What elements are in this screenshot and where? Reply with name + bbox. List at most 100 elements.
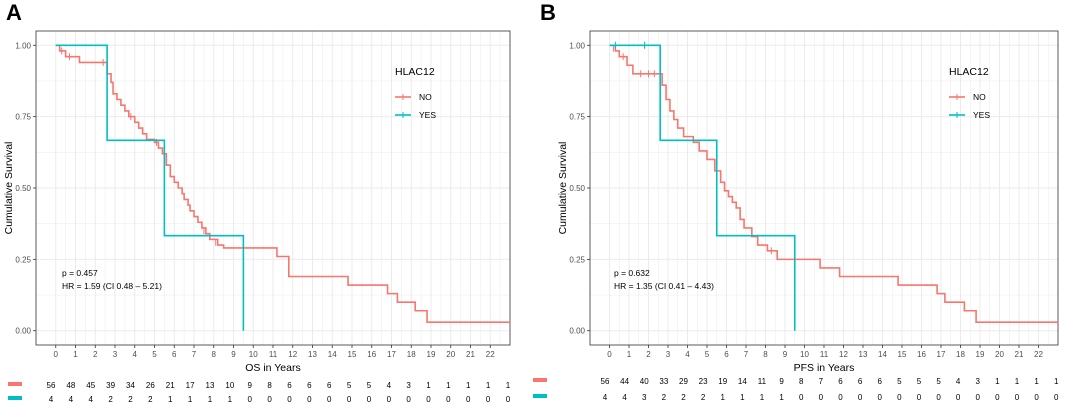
risk-count-yes: 1: [228, 395, 233, 404]
risk-count-no: 1: [995, 377, 1000, 386]
x-tick-label: 13: [859, 350, 868, 359]
x-tick-label: 20: [995, 350, 1004, 359]
risk-count-yes: 0: [936, 393, 941, 402]
risk-count-yes: 0: [486, 395, 491, 404]
panel-letter: A: [6, 0, 22, 25]
risk-count-no: 13: [206, 381, 215, 390]
y-tick-label: 0.25: [569, 255, 585, 264]
hazard-ratio-annotation: HR = 1.59 (CI 0.48 – 5.21): [62, 281, 162, 291]
y-tick-label: 0.75: [569, 113, 585, 122]
risk-count-yes: 4: [89, 395, 94, 404]
x-tick-label: 22: [1034, 350, 1043, 359]
risk-count-no: 23: [699, 377, 708, 386]
risk-count-no: 33: [659, 377, 668, 386]
risk-count-no: 1: [426, 381, 431, 390]
x-tick-label: 11: [269, 350, 278, 359]
risk-count-yes: 4: [603, 393, 608, 402]
risk-count-yes: 0: [387, 395, 392, 404]
risk-count-no: 1: [506, 381, 511, 390]
risk-count-no: 1: [446, 381, 451, 390]
risk-count-yes: 1: [720, 393, 725, 402]
risk-count-no: 14: [738, 377, 747, 386]
risk-count-yes: 0: [819, 393, 824, 402]
risk-count-yes: 2: [128, 395, 133, 404]
x-tick-label: 21: [466, 350, 475, 359]
x-tick-label: 15: [348, 350, 357, 359]
x-tick-label: 6: [172, 350, 177, 359]
risk-count-no: 8: [799, 377, 804, 386]
risk-count-yes: 0: [995, 393, 1000, 402]
risk-count-no: 39: [106, 381, 115, 390]
risk-count-no: 6: [838, 377, 843, 386]
risk-count-yes: 0: [1015, 393, 1020, 402]
x-tick-label: 10: [249, 350, 258, 359]
y-tick-label: 0.00: [15, 327, 31, 336]
risk-count-yes: 1: [188, 395, 193, 404]
risk-count-yes: 0: [917, 393, 922, 402]
risk-count-no: 11: [758, 377, 767, 386]
legend-label-yes: YES: [973, 110, 990, 120]
x-tick-label: 17: [387, 350, 396, 359]
risk-count-yes: 2: [108, 395, 113, 404]
x-tick-label: 2: [93, 350, 98, 359]
risk-count-no: 26: [146, 381, 155, 390]
risk-count-yes: 3: [642, 393, 647, 402]
survival-curve-yes: [609, 44, 796, 331]
y-axis-title: Cumulative Survival: [557, 142, 569, 235]
x-tick-label: 20: [446, 350, 455, 359]
x-tick-label: 16: [917, 350, 926, 359]
x-tick-label: 12: [839, 350, 848, 359]
risk-count-no: 44: [620, 377, 629, 386]
survival-curve-yes: [55, 44, 245, 331]
risk-count-yes: 2: [681, 393, 686, 402]
x-tick-label: 6: [724, 350, 729, 359]
x-tick-label: 18: [407, 350, 416, 359]
risk-count-no: 40: [640, 377, 649, 386]
risk-count-no: 5: [347, 381, 352, 390]
risk-count-no: 5: [367, 381, 372, 390]
x-tick-label: 8: [763, 350, 768, 359]
x-axis-title: PFS in Years: [794, 362, 855, 374]
risk-count-yes: 0: [247, 395, 252, 404]
panel-letter: B: [540, 0, 556, 25]
risk-count-yes: 0: [897, 393, 902, 402]
risk-table-key-no: [533, 378, 547, 382]
x-tick-label: 2: [646, 350, 651, 359]
x-tick-label: 12: [288, 350, 297, 359]
risk-count-yes: 1: [740, 393, 745, 402]
risk-count-yes: 2: [701, 393, 706, 402]
x-tick-label: 9: [783, 350, 788, 359]
risk-count-no: 21: [166, 381, 175, 390]
y-tick-label: 0.50: [15, 184, 31, 193]
x-tick-label: 22: [486, 350, 495, 359]
risk-count-yes: 4: [69, 395, 74, 404]
risk-count-yes: 4: [622, 393, 627, 402]
x-tick-label: 4: [685, 350, 690, 359]
x-tick-label: 7: [744, 350, 749, 359]
risk-count-no: 6: [307, 381, 312, 390]
risk-count-no: 45: [86, 381, 95, 390]
x-tick-label: 18: [956, 350, 965, 359]
x-tick-label: 14: [328, 350, 337, 359]
risk-count-no: 5: [897, 377, 902, 386]
x-tick-label: 16: [367, 350, 376, 359]
y-tick-label: 1.00: [15, 41, 31, 50]
x-tick-label: 5: [705, 350, 710, 359]
risk-count-yes: 0: [426, 395, 431, 404]
legend-title: HLAC12: [395, 66, 435, 78]
x-tick-label: 3: [666, 350, 671, 359]
risk-count-yes: 0: [446, 395, 451, 404]
x-tick-label: 5: [152, 350, 157, 359]
risk-count-no: 7: [819, 377, 824, 386]
x-tick-label: 21: [1015, 350, 1024, 359]
risk-count-yes: 0: [1054, 393, 1059, 402]
plot-border: [35, 30, 511, 346]
risk-count-no: 1: [466, 381, 471, 390]
hazard-ratio-annotation: HR = 1.35 (CI 0.41 – 4.43): [614, 281, 714, 291]
y-tick-label: 0.00: [569, 327, 585, 336]
risk-count-no: 1: [1015, 377, 1020, 386]
risk-count-no: 1: [1054, 377, 1059, 386]
risk-count-yes: 0: [838, 393, 843, 402]
risk-count-no: 56: [601, 377, 610, 386]
risk-count-no: 5: [936, 377, 941, 386]
